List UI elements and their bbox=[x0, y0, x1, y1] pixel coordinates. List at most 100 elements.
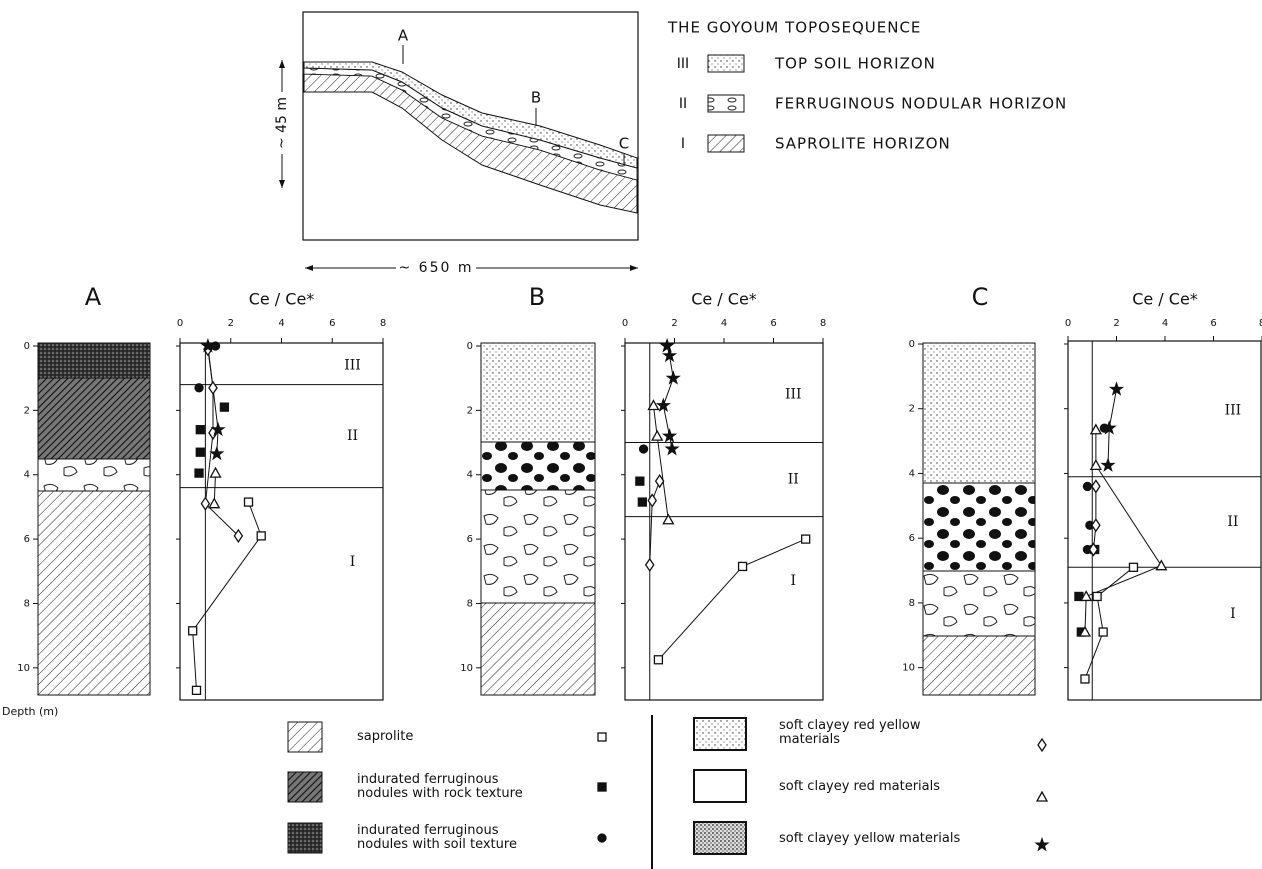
profile-label: B bbox=[531, 89, 541, 107]
horizon-label: III bbox=[1225, 402, 1242, 418]
y-tick-label: 10 bbox=[460, 663, 473, 674]
x-tick-label: 0 bbox=[622, 318, 628, 329]
y-tick-label: 8 bbox=[909, 598, 915, 609]
y-tick-label: 10 bbox=[902, 663, 915, 674]
plot-frame bbox=[179, 342, 384, 701]
marker bbox=[737, 561, 748, 572]
cross-section bbox=[279, 11, 639, 271]
marker bbox=[1128, 562, 1139, 572]
legend-label: indurated ferruginous nodules with rock … bbox=[357, 772, 523, 801]
marker bbox=[647, 399, 660, 411]
soil-column bbox=[922, 342, 1036, 696]
legend-marker bbox=[1037, 737, 1047, 753]
legend-marker bbox=[597, 732, 607, 742]
marker bbox=[1080, 590, 1093, 602]
marker bbox=[200, 338, 216, 353]
marker bbox=[194, 383, 204, 393]
series-line bbox=[192, 501, 262, 691]
marker bbox=[1089, 423, 1102, 435]
profile-label: C bbox=[619, 135, 629, 153]
marker bbox=[208, 497, 221, 509]
marker bbox=[1082, 481, 1093, 492]
marker bbox=[635, 476, 645, 486]
series-line bbox=[652, 405, 669, 520]
y-tick-label: 0 bbox=[24, 341, 30, 352]
marker bbox=[1101, 420, 1117, 435]
y-tick-label: 10 bbox=[17, 663, 30, 674]
marker bbox=[210, 341, 221, 351]
x-tick-label: 2 bbox=[228, 318, 234, 329]
marker bbox=[200, 496, 211, 511]
marker bbox=[1098, 627, 1108, 637]
y-tick-label: 2 bbox=[909, 404, 915, 415]
x-tick-label: 6 bbox=[770, 318, 776, 329]
series-line bbox=[658, 538, 806, 661]
horizon-label: III bbox=[785, 386, 802, 402]
soil-column bbox=[37, 342, 151, 696]
series-line bbox=[1084, 566, 1134, 680]
marker bbox=[195, 447, 205, 457]
marker bbox=[655, 397, 671, 412]
marker bbox=[654, 473, 665, 489]
horizon-numeral: I bbox=[681, 136, 685, 152]
profile-label: A bbox=[398, 27, 409, 45]
y-tick-label: 4 bbox=[24, 470, 30, 481]
horizon-numeral: III bbox=[677, 56, 689, 72]
y-tick-label: 6 bbox=[909, 533, 915, 544]
marker bbox=[209, 445, 225, 461]
horizon-label: I bbox=[791, 573, 797, 589]
horizon-label: SAPROLITE HORIZON bbox=[775, 135, 951, 153]
x-tick-label: 4 bbox=[278, 318, 284, 329]
marker bbox=[653, 655, 664, 665]
marker bbox=[644, 557, 655, 573]
x-axis-title: Ce / Ce* bbox=[691, 290, 757, 309]
legend-marker bbox=[597, 782, 607, 792]
x-tick-label: 8 bbox=[1259, 318, 1262, 329]
marker bbox=[1100, 457, 1116, 472]
marker bbox=[1155, 559, 1168, 571]
x-tick-label: 6 bbox=[1210, 318, 1216, 329]
legend-marker bbox=[597, 833, 607, 843]
y-tick-label: 2 bbox=[467, 405, 473, 416]
y-tick-label: 6 bbox=[24, 534, 30, 545]
horizon-swatch bbox=[707, 94, 745, 113]
y-tick-label: 2 bbox=[24, 405, 30, 416]
legend-label: saprolite bbox=[357, 729, 414, 744]
y-tick-label: 8 bbox=[24, 598, 30, 609]
column-title: A bbox=[85, 283, 102, 311]
y-tick-label: 0 bbox=[467, 341, 473, 352]
y-tick-label: 4 bbox=[467, 470, 473, 481]
x-tick-label: 0 bbox=[177, 318, 183, 329]
marker bbox=[637, 497, 647, 507]
horizon-label: I bbox=[350, 554, 356, 570]
marker bbox=[1092, 591, 1102, 602]
soil-column bbox=[480, 342, 596, 696]
marker bbox=[188, 626, 198, 636]
horizon-numeral: II bbox=[679, 96, 687, 112]
x-tick-label: 6 bbox=[329, 318, 335, 329]
marker bbox=[243, 497, 254, 507]
legend-marker bbox=[1034, 837, 1050, 852]
marker bbox=[195, 425, 205, 435]
horizon-label: II bbox=[1227, 514, 1238, 530]
marker bbox=[208, 380, 218, 396]
y-tick-label: 4 bbox=[909, 468, 915, 479]
marker bbox=[661, 428, 678, 443]
marker bbox=[1080, 674, 1090, 684]
marker bbox=[233, 528, 244, 544]
column-title: B bbox=[529, 283, 545, 311]
series-line bbox=[649, 480, 661, 565]
marker bbox=[1088, 542, 1099, 557]
x-tick-label: 8 bbox=[380, 318, 386, 329]
y-tick-label: 6 bbox=[467, 534, 473, 545]
marker bbox=[659, 338, 675, 353]
marker bbox=[1078, 625, 1092, 637]
legend-label: soft clayey yellow materials bbox=[779, 831, 961, 846]
marker bbox=[665, 370, 681, 385]
column-title: C bbox=[972, 283, 989, 311]
legend-title: THE GOYOUM TOPOSEQUENCE bbox=[667, 19, 921, 37]
y-axis-title: Depth (m) bbox=[2, 705, 58, 718]
legend-label: indurated ferruginous nodules with soil … bbox=[357, 823, 517, 852]
marker bbox=[1091, 518, 1101, 533]
